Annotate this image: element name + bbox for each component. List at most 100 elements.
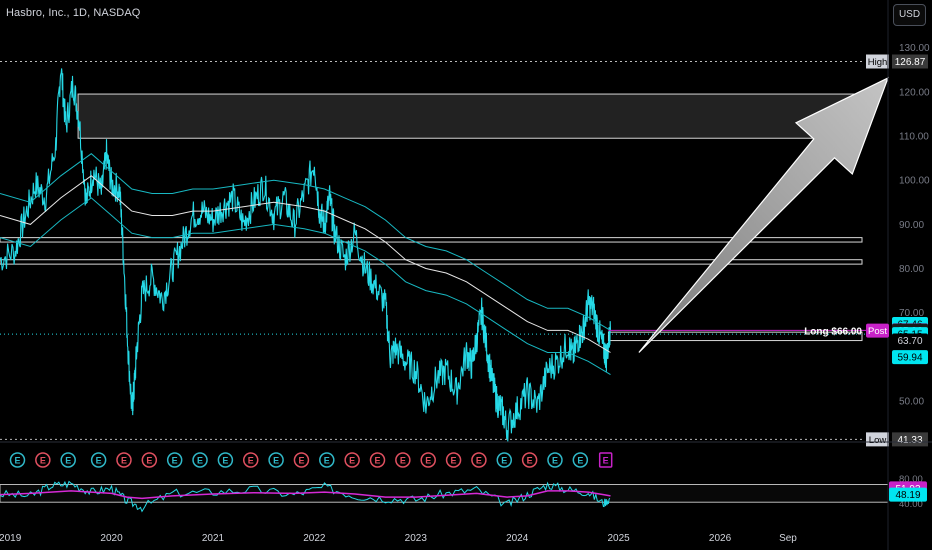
high-value: 126.87 xyxy=(895,57,926,68)
rsi-line xyxy=(0,480,611,513)
post-label: Post xyxy=(868,326,887,337)
y-tick-label: 110.00 xyxy=(899,132,929,143)
y-tick-label: 50.00 xyxy=(899,397,924,408)
earnings-label: E xyxy=(222,456,228,466)
earnings-label: E xyxy=(603,456,609,466)
currency-button[interactable]: USD xyxy=(893,4,926,26)
earnings-marker xyxy=(521,452,538,468)
earnings-marker xyxy=(547,452,563,468)
earnings-label: E xyxy=(400,456,406,466)
earnings-label: E xyxy=(476,456,482,466)
x-tick-label: 2022 xyxy=(303,533,326,544)
zone-rect xyxy=(77,93,863,139)
earnings-marker xyxy=(369,452,386,468)
earnings-marker xyxy=(598,452,613,468)
earnings-label: E xyxy=(501,456,507,466)
post-label-box xyxy=(866,323,889,338)
earnings-label: E xyxy=(374,456,380,466)
y-tick-label: 70.00 xyxy=(899,308,924,319)
price-line xyxy=(0,68,612,442)
earnings-label: E xyxy=(65,456,71,466)
earnings-marker xyxy=(445,452,462,468)
x-axis: 2019 2020 2021 2022 2023 2024 2025 2026 Sep xyxy=(0,533,797,544)
y-tick-label: 100.00 xyxy=(899,176,930,187)
zone-rect xyxy=(0,237,863,243)
chart-title: Hasbro, Inc., 1D, NASDAQ xyxy=(6,7,141,19)
price-tag-value: 59.94 xyxy=(897,353,922,364)
earnings-marker xyxy=(116,452,132,468)
x-tick-label: Sep xyxy=(779,533,797,544)
earnings-label: E xyxy=(121,456,127,466)
high-value-box xyxy=(892,54,928,69)
x-tick-label: 2024 xyxy=(506,533,529,544)
earnings-marker xyxy=(192,452,208,468)
earnings-marker xyxy=(572,452,589,468)
x-tick-label: 2023 xyxy=(405,533,428,544)
price-tag-box xyxy=(892,333,928,348)
rsi-level-label: 80.00 xyxy=(899,474,923,485)
price-tag-box xyxy=(892,350,928,365)
earnings-label: E xyxy=(273,456,279,466)
series-layer xyxy=(0,68,612,442)
lower_band-line xyxy=(0,197,611,376)
zones-layer xyxy=(0,93,863,342)
earnings-label: E xyxy=(552,456,558,466)
earnings-marker xyxy=(420,452,436,468)
earnings-markers: EEEEEEEEEEEEEEEEEEEEEEEEE xyxy=(9,452,613,468)
upper_band-line xyxy=(0,153,611,331)
earnings-marker xyxy=(60,452,76,468)
high-label-box xyxy=(866,54,889,69)
earnings-label: E xyxy=(349,456,355,466)
x-tick-label: 2019 xyxy=(0,533,22,544)
low-label: Low xyxy=(869,435,887,446)
earnings-marker xyxy=(242,452,259,468)
earnings-marker xyxy=(344,452,360,468)
earnings-marker xyxy=(293,452,310,468)
y-tick-label: 120.00 xyxy=(899,87,930,98)
earnings-marker xyxy=(471,452,487,468)
earnings-label: E xyxy=(40,456,46,466)
earnings-marker xyxy=(35,452,51,468)
earnings-marker xyxy=(141,452,158,468)
earnings-label: E xyxy=(14,456,20,466)
rsi-ma-line xyxy=(0,490,611,500)
low-value: 41.33 xyxy=(897,435,922,446)
x-tick-label: 2020 xyxy=(100,533,123,544)
high-label: High xyxy=(868,57,888,68)
earnings-label: E xyxy=(172,456,178,466)
earnings-label: E xyxy=(577,456,583,466)
rsi-band xyxy=(0,484,889,503)
earnings-label: E xyxy=(248,456,254,466)
low-label-box xyxy=(866,432,889,447)
earnings-marker xyxy=(395,452,411,468)
ma-line xyxy=(0,175,611,353)
earnings-label: E xyxy=(197,456,203,466)
earnings-marker xyxy=(217,452,234,468)
long-position-label: Long $66.00 xyxy=(804,326,862,337)
earnings-label: E xyxy=(527,456,533,466)
zone-rect xyxy=(0,259,863,265)
y-tick-label: 130.00 xyxy=(899,43,930,54)
rsi-level-label: 40.00 xyxy=(899,499,923,510)
earnings-marker xyxy=(90,452,107,468)
levels-layer: Long $66.00 High 126.87 Low 41.33 xyxy=(0,54,928,447)
x-tick-label: 2021 xyxy=(202,533,225,544)
earnings-label: E xyxy=(425,456,431,466)
y-tick-label: 90.00 xyxy=(899,220,924,231)
y-tick-label: 80.00 xyxy=(899,264,924,275)
x-tick-label: 2026 xyxy=(709,533,732,544)
earnings-label: E xyxy=(298,456,304,466)
earnings-label: E xyxy=(96,456,102,466)
rsi-tag-box xyxy=(889,487,927,502)
rsi-tag-value: 48.19 xyxy=(895,490,920,501)
earnings-marker xyxy=(319,452,335,468)
earnings-marker xyxy=(496,452,513,468)
earnings-label: E xyxy=(451,456,457,466)
price-tag-value: 63.70 xyxy=(897,336,922,347)
earnings-marker xyxy=(166,452,183,468)
x-tick-label: 2025 xyxy=(607,533,630,544)
earnings-label: E xyxy=(146,456,152,466)
